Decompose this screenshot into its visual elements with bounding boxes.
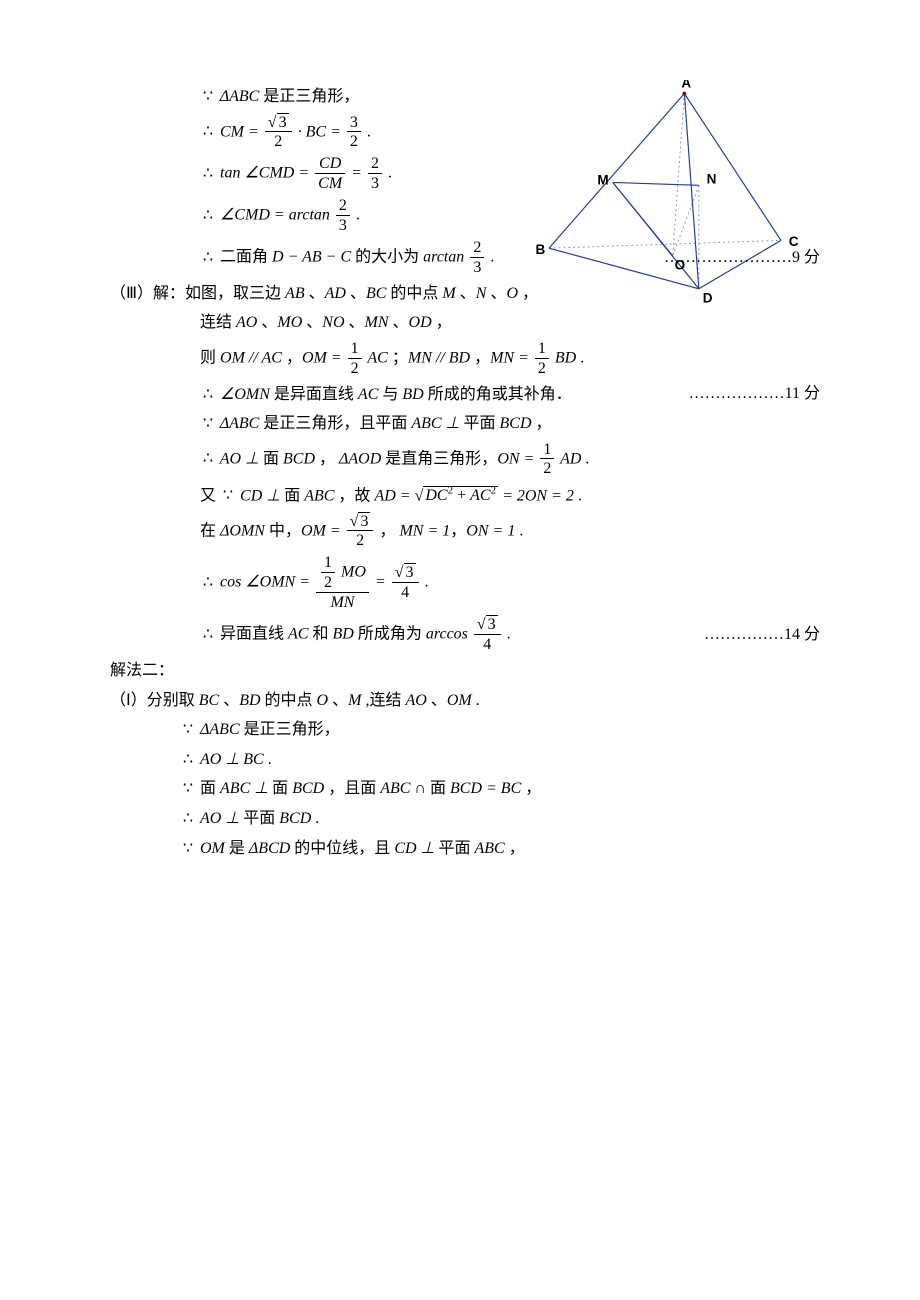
- proof-line: ∴ ∠OMN 是异面直线 AC 与 BD 所成的角或其补角．………………11 分: [110, 382, 820, 408]
- proof-line: 在 ΔOMN 中，OM = √32 ， MN = 1，ON = 1 .: [110, 513, 820, 551]
- proof-line: ∴ 异面直线 AC 和 BD 所成角为 arccos √34 .……………14 …: [110, 616, 820, 654]
- proof-line: 则 OM // AC ，OM = 12 AC ；MN // BD ，MN = 1…: [110, 340, 820, 378]
- proof-line: ∵ ΔABC 是正三角形，: [110, 84, 820, 110]
- proof-line: ∵ OM 是 ΔBCD 的中位线，且 CD ⊥ 平面 ABC ，: [110, 836, 820, 862]
- proof-line: ∴ CM = √32 · BC = 32 .: [110, 114, 820, 152]
- proof-line: ∵ ΔABC 是正三角形，且平面 ABC ⊥ 平面 BCD ，: [110, 411, 820, 437]
- proof-line: ∴ AO ⊥ 面 BCD ， ΔAOD 是直角三角形，ON = 12 AD .: [110, 441, 820, 479]
- proof-line: ∵ ΔABC 是正三角形，: [110, 717, 820, 743]
- score-annotation: ……………………9 分: [664, 245, 820, 271]
- solution-body: ∵ ΔABC 是正三角形， ∴ CM = √32 · BC = 32 .∴ tan…: [110, 84, 820, 861]
- proof-line: 解法二：: [110, 658, 820, 684]
- proof-line: ∴ cos ∠OMN = 12 MOMN = √34 .: [110, 554, 820, 612]
- proof-line: 连结 AO 、MO 、NO 、MN 、OD ，: [110, 310, 820, 336]
- proof-line: （Ⅰ）分别取 BC 、BD 的中点 O 、M ,连结 AO 、OM .: [110, 688, 820, 714]
- proof-line: ∵ 面 ABC ⊥ 面 BCD ，且面 ABC ∩ 面 BCD = BC ，: [110, 776, 820, 802]
- proof-line: ∴ tan ∠CMD = CDCM = 23 .: [110, 155, 820, 193]
- score-annotation: ……………14 分: [704, 622, 820, 648]
- score-annotation: ………………11 分: [689, 382, 820, 408]
- proof-line: ∴ AO ⊥ BC .: [110, 747, 820, 773]
- proof-line: ∴ 二面角 D − AB − C 的大小为 arctan 23 .……………………: [110, 239, 820, 277]
- proof-line: 又 ∵ CD ⊥ 面 ABC ，故 AD = √DC2 + AC2 = 2ON …: [110, 483, 820, 509]
- proof-line: ∴ AO ⊥ 平面 BCD .: [110, 806, 820, 832]
- proof-line: ∴ ∠CMD = arctan 23 .: [110, 197, 820, 235]
- proof-line: （Ⅲ）解：如图，取三边 AB 、AD 、BC 的中点 M 、N 、O ，: [110, 281, 820, 307]
- page: ABCDMNO ∵ ΔABC 是正三角形，∴ CM = √32 · BC = 3…: [0, 0, 920, 905]
